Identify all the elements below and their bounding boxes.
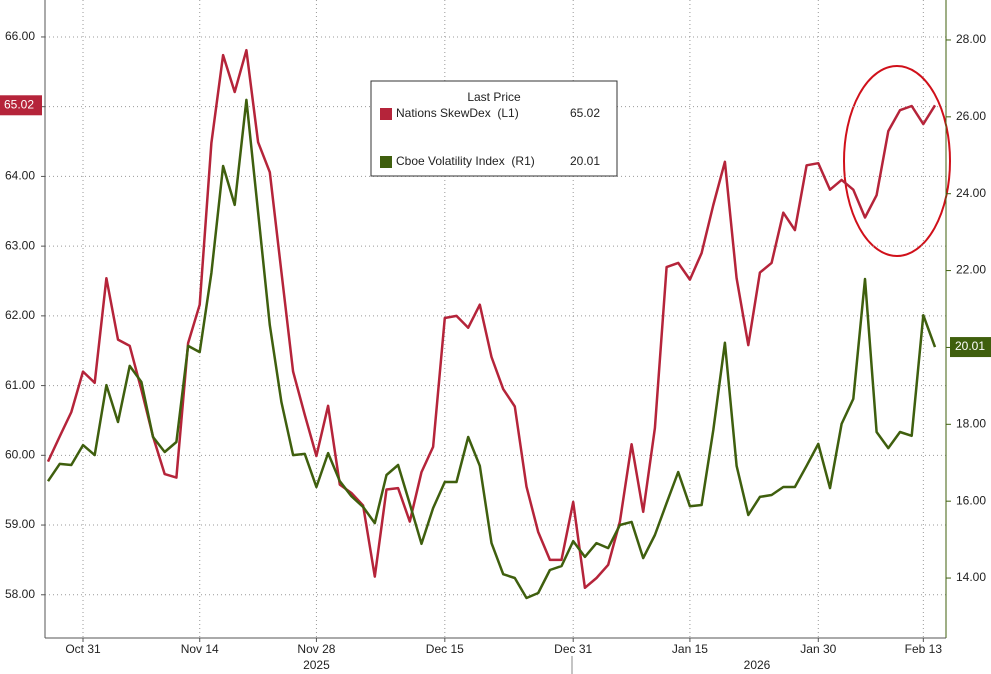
y2-tick-label: 28.00	[956, 32, 986, 46]
y-tick-label: 66.00	[5, 29, 35, 43]
last-price-box	[0, 95, 42, 116]
legend-swatch	[380, 156, 392, 168]
series-line	[46, 48, 937, 590]
x-tick-label: Nov 28	[297, 642, 335, 656]
y-tick-label: 61.00	[5, 378, 35, 392]
last-price-label: 20.01	[955, 339, 985, 353]
y-tick-label: 59.00	[5, 517, 35, 531]
legend-label: Cboe Volatility Index (R1)	[396, 154, 535, 168]
legend-value: 20.01	[570, 154, 600, 168]
x-tick-label: Feb 13	[905, 642, 943, 656]
x-tick-label: Nov 14	[181, 642, 219, 656]
y-tick-label: 58.00	[5, 587, 35, 601]
y-tick-label: 62.00	[5, 308, 35, 322]
x-tick-label: Jan 15	[672, 642, 708, 656]
legend-value: 65.02	[570, 106, 600, 120]
y-tick-label: 60.00	[5, 447, 35, 461]
last-price-box	[950, 337, 991, 358]
legend-label: Nations SkewDex (L1)	[396, 106, 519, 120]
x-tick-label: Oct 31	[65, 642, 101, 656]
y2-tick-label: 22.00	[956, 263, 986, 277]
legend-box	[370, 80, 618, 177]
y2-tick-label: 14.00	[956, 570, 986, 584]
x-tick-label: Jan 30	[800, 642, 836, 656]
x-tick-label: Dec 31	[554, 642, 592, 656]
y-tick-label: 64.00	[5, 169, 35, 183]
y-tick-label: 63.00	[5, 238, 35, 252]
y2-tick-label: 24.00	[956, 186, 986, 200]
y2-tick-label: 18.00	[956, 416, 986, 430]
year-label: 2026	[744, 658, 771, 672]
year-label: 2025	[303, 658, 330, 672]
y2-tick-label: 26.00	[956, 109, 986, 123]
highlight-ellipse	[843, 65, 951, 257]
x-tick-label: Dec 15	[426, 642, 464, 656]
y2-tick-label: 16.00	[956, 493, 986, 507]
legend-title: Last Price	[467, 90, 521, 104]
series-line	[46, 98, 937, 600]
last-price-label: 65.02	[4, 97, 34, 111]
legend-swatch	[380, 108, 392, 120]
